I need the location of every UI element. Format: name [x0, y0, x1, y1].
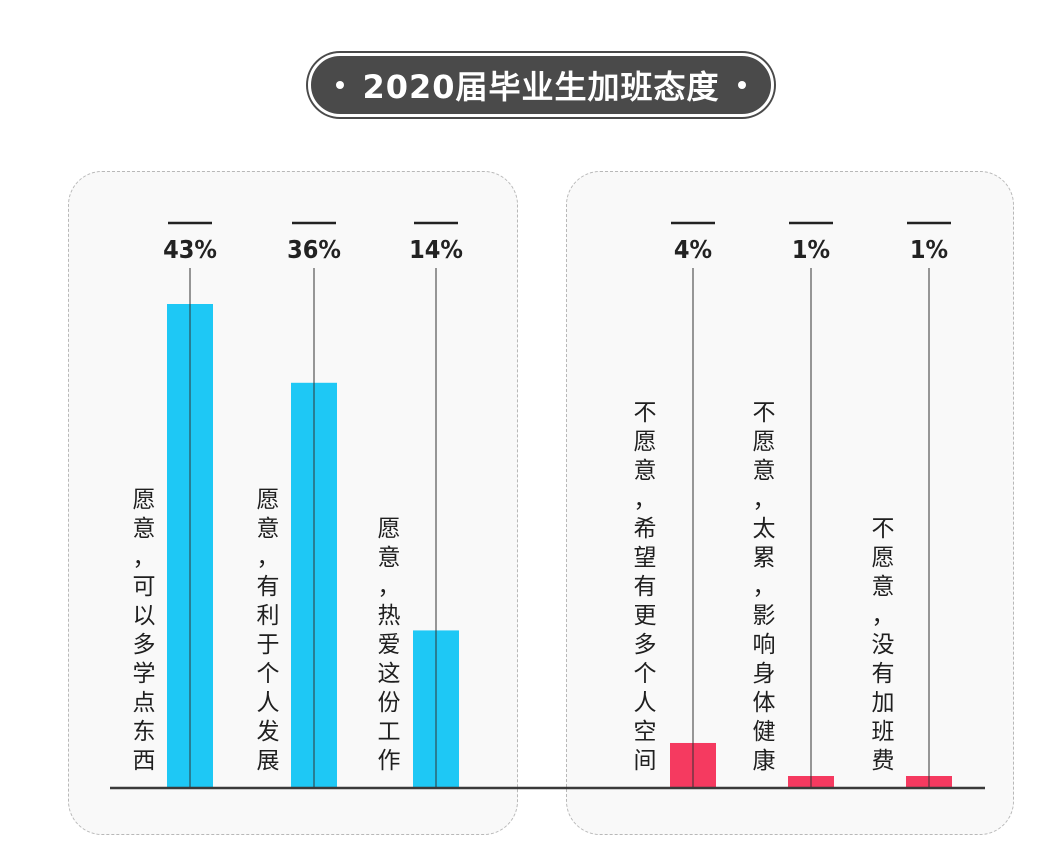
category-label-3: 不愿意，希望有更多个人空间	[633, 400, 657, 774]
value-label-4: 1%	[792, 235, 830, 264]
value-label-1: 36%	[287, 235, 341, 264]
value-label-2: 14%	[409, 235, 463, 264]
category-label-1: 愿意，有利于个人发展	[256, 487, 280, 774]
unwilling-group-panel	[566, 171, 1014, 835]
value-label-5: 1%	[910, 235, 948, 264]
title-dot-right	[737, 81, 746, 89]
category-label-5: 不愿意，没有加班费	[871, 516, 895, 774]
category-label-0: 愿意，可以多学点东西	[132, 487, 156, 774]
chart-title-pill: 2020届毕业生加班态度	[308, 53, 774, 117]
chart-title: 2020届毕业生加班态度	[362, 68, 720, 106]
title-dot-left	[336, 81, 345, 89]
category-label-2: 愿意，热爱这份工作	[377, 516, 401, 774]
value-label-0: 43%	[163, 235, 217, 264]
category-label-4: 不愿意，太累，影响身体健康	[752, 400, 776, 774]
value-label-3: 4%	[674, 235, 712, 264]
